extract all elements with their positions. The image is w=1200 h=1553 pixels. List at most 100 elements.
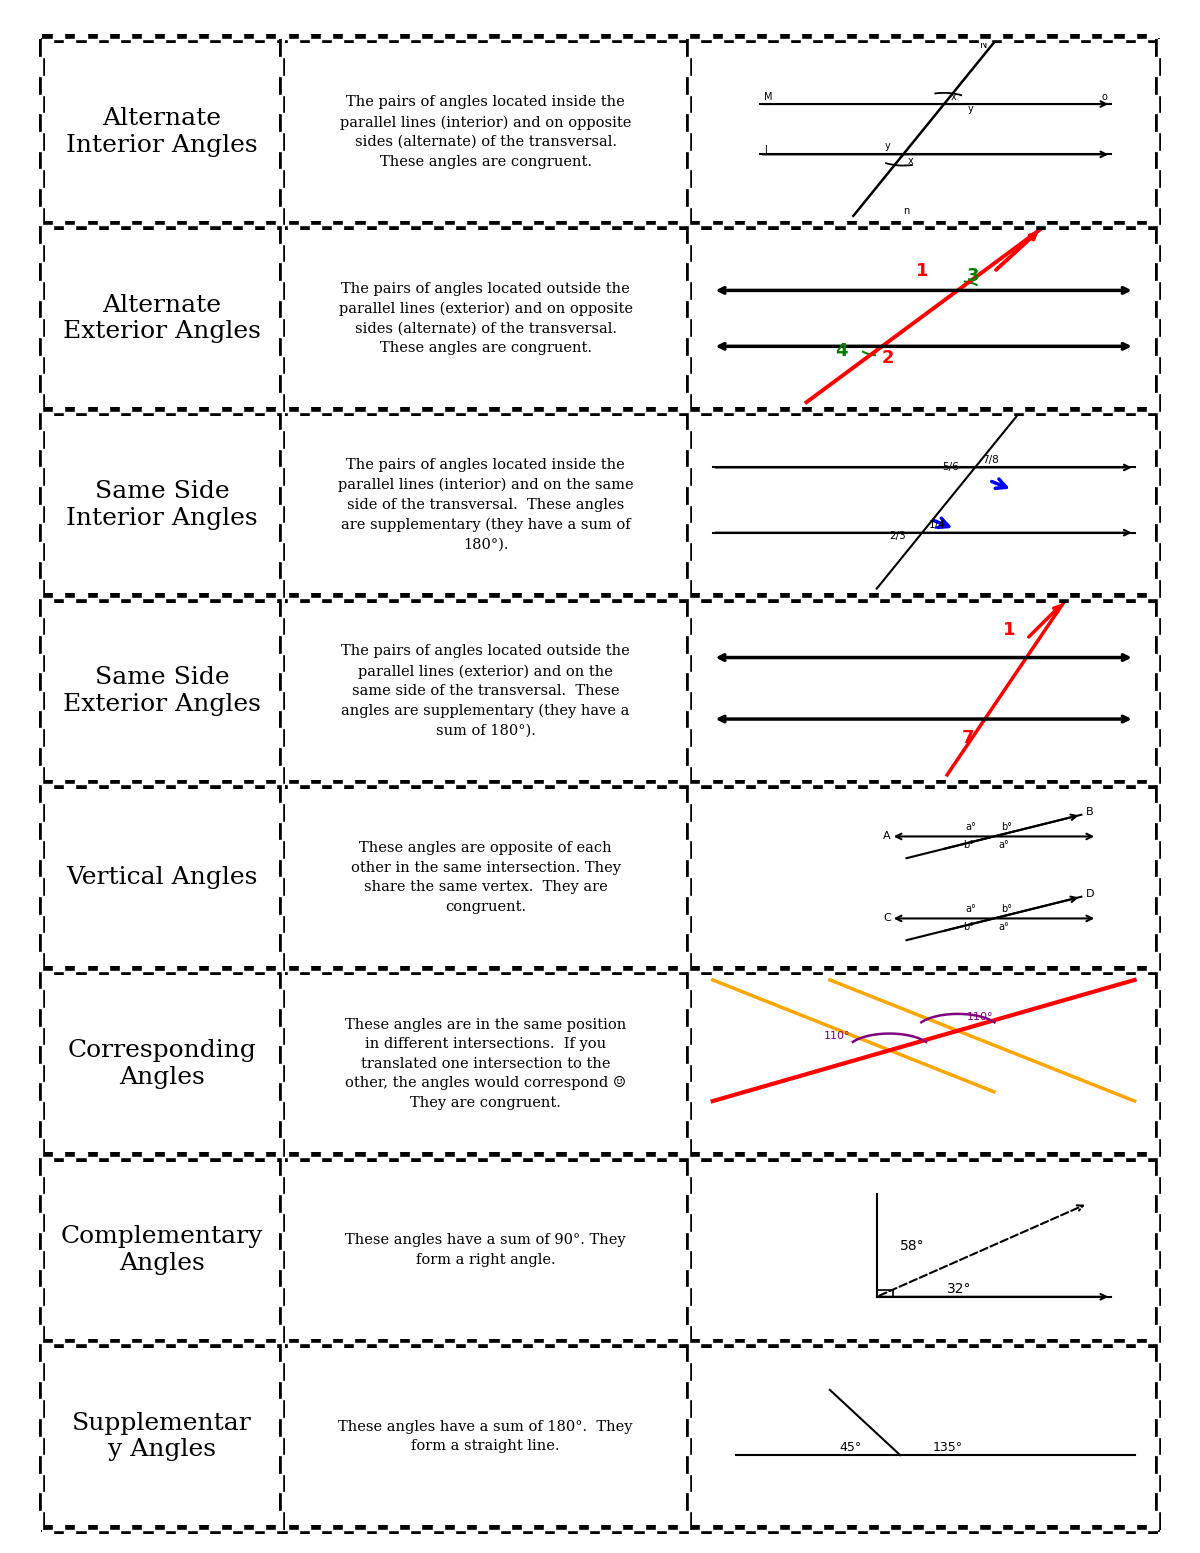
Bar bbox=[421, 971, 433, 975]
Bar bbox=[478, 34, 488, 39]
Bar bbox=[210, 780, 221, 784]
Bar bbox=[686, 57, 689, 76]
Bar bbox=[1103, 407, 1114, 412]
Bar bbox=[667, 598, 678, 603]
Bar bbox=[689, 859, 692, 877]
Bar bbox=[232, 593, 242, 598]
Bar bbox=[1154, 915, 1158, 933]
Bar bbox=[667, 1157, 678, 1162]
Bar bbox=[38, 691, 42, 710]
Bar bbox=[912, 1343, 924, 1348]
Bar bbox=[354, 971, 366, 975]
Bar bbox=[53, 1152, 65, 1157]
Bar bbox=[421, 412, 433, 416]
Bar bbox=[299, 593, 310, 598]
Bar bbox=[332, 971, 343, 975]
Bar bbox=[556, 1157, 566, 1162]
Text: a°: a° bbox=[998, 921, 1009, 932]
Bar bbox=[667, 784, 678, 789]
Bar bbox=[1046, 412, 1057, 416]
Bar bbox=[878, 1339, 890, 1343]
Bar bbox=[466, 412, 478, 416]
Bar bbox=[388, 1525, 400, 1530]
Bar bbox=[1069, 225, 1080, 230]
Bar bbox=[288, 1157, 299, 1162]
Bar bbox=[377, 39, 388, 43]
Bar bbox=[701, 966, 712, 971]
Bar bbox=[76, 593, 86, 598]
Bar bbox=[533, 598, 545, 603]
Bar bbox=[276, 780, 288, 784]
Bar bbox=[42, 933, 46, 952]
Bar bbox=[278, 1362, 282, 1381]
Bar bbox=[278, 803, 282, 822]
Bar bbox=[556, 39, 566, 43]
Bar bbox=[42, 1418, 46, 1437]
Bar bbox=[1154, 1362, 1158, 1381]
Bar bbox=[1036, 221, 1046, 225]
Bar bbox=[1154, 691, 1158, 710]
Bar bbox=[282, 1381, 284, 1399]
Bar bbox=[288, 598, 299, 603]
Bar bbox=[600, 1530, 611, 1534]
Bar bbox=[511, 1530, 522, 1534]
Bar bbox=[143, 1152, 154, 1157]
Bar bbox=[890, 1530, 901, 1534]
Text: 3: 3 bbox=[967, 267, 979, 286]
Bar bbox=[901, 1339, 912, 1343]
Bar bbox=[689, 151, 692, 169]
Bar bbox=[242, 225, 254, 230]
Bar bbox=[834, 593, 846, 598]
Bar bbox=[38, 1362, 42, 1381]
Bar bbox=[282, 486, 284, 505]
Bar bbox=[42, 262, 46, 281]
Bar bbox=[1080, 966, 1091, 971]
Text: D: D bbox=[1086, 888, 1094, 899]
Bar bbox=[488, 1157, 499, 1162]
Bar bbox=[566, 593, 577, 598]
Bar bbox=[667, 1343, 678, 1348]
Bar bbox=[478, 1525, 488, 1530]
Bar bbox=[377, 1343, 388, 1348]
Bar bbox=[1046, 784, 1057, 789]
Bar bbox=[655, 1525, 667, 1530]
Bar bbox=[868, 598, 878, 603]
Bar bbox=[354, 784, 366, 789]
Bar bbox=[686, 803, 689, 822]
Bar bbox=[689, 523, 692, 542]
Bar bbox=[478, 593, 488, 598]
Bar bbox=[299, 34, 310, 39]
Bar bbox=[800, 971, 812, 975]
Bar bbox=[611, 1339, 623, 1343]
Bar bbox=[779, 1530, 790, 1534]
Bar bbox=[1135, 598, 1147, 603]
Bar bbox=[332, 1157, 343, 1162]
Bar bbox=[812, 1525, 823, 1530]
Bar bbox=[1036, 407, 1046, 412]
Bar bbox=[868, 784, 878, 789]
Bar bbox=[522, 1152, 533, 1157]
Bar bbox=[354, 598, 366, 603]
Bar bbox=[109, 971, 120, 975]
Bar bbox=[686, 766, 689, 784]
Bar bbox=[600, 412, 611, 416]
Bar bbox=[600, 784, 611, 789]
Bar bbox=[299, 407, 310, 412]
Bar bbox=[912, 1530, 924, 1534]
Bar bbox=[556, 412, 566, 416]
Bar bbox=[42, 561, 46, 579]
Bar bbox=[1154, 1325, 1158, 1343]
Bar bbox=[756, 225, 768, 230]
Bar bbox=[278, 617, 282, 635]
Bar bbox=[282, 822, 284, 840]
Bar bbox=[143, 407, 154, 412]
Bar bbox=[779, 1343, 790, 1348]
Bar bbox=[686, 393, 689, 412]
Bar bbox=[991, 407, 1002, 412]
Bar bbox=[38, 1064, 42, 1082]
Bar bbox=[1036, 1339, 1046, 1343]
Bar bbox=[600, 598, 611, 603]
Bar bbox=[1080, 780, 1091, 784]
Bar bbox=[823, 971, 834, 975]
Bar bbox=[686, 244, 689, 262]
